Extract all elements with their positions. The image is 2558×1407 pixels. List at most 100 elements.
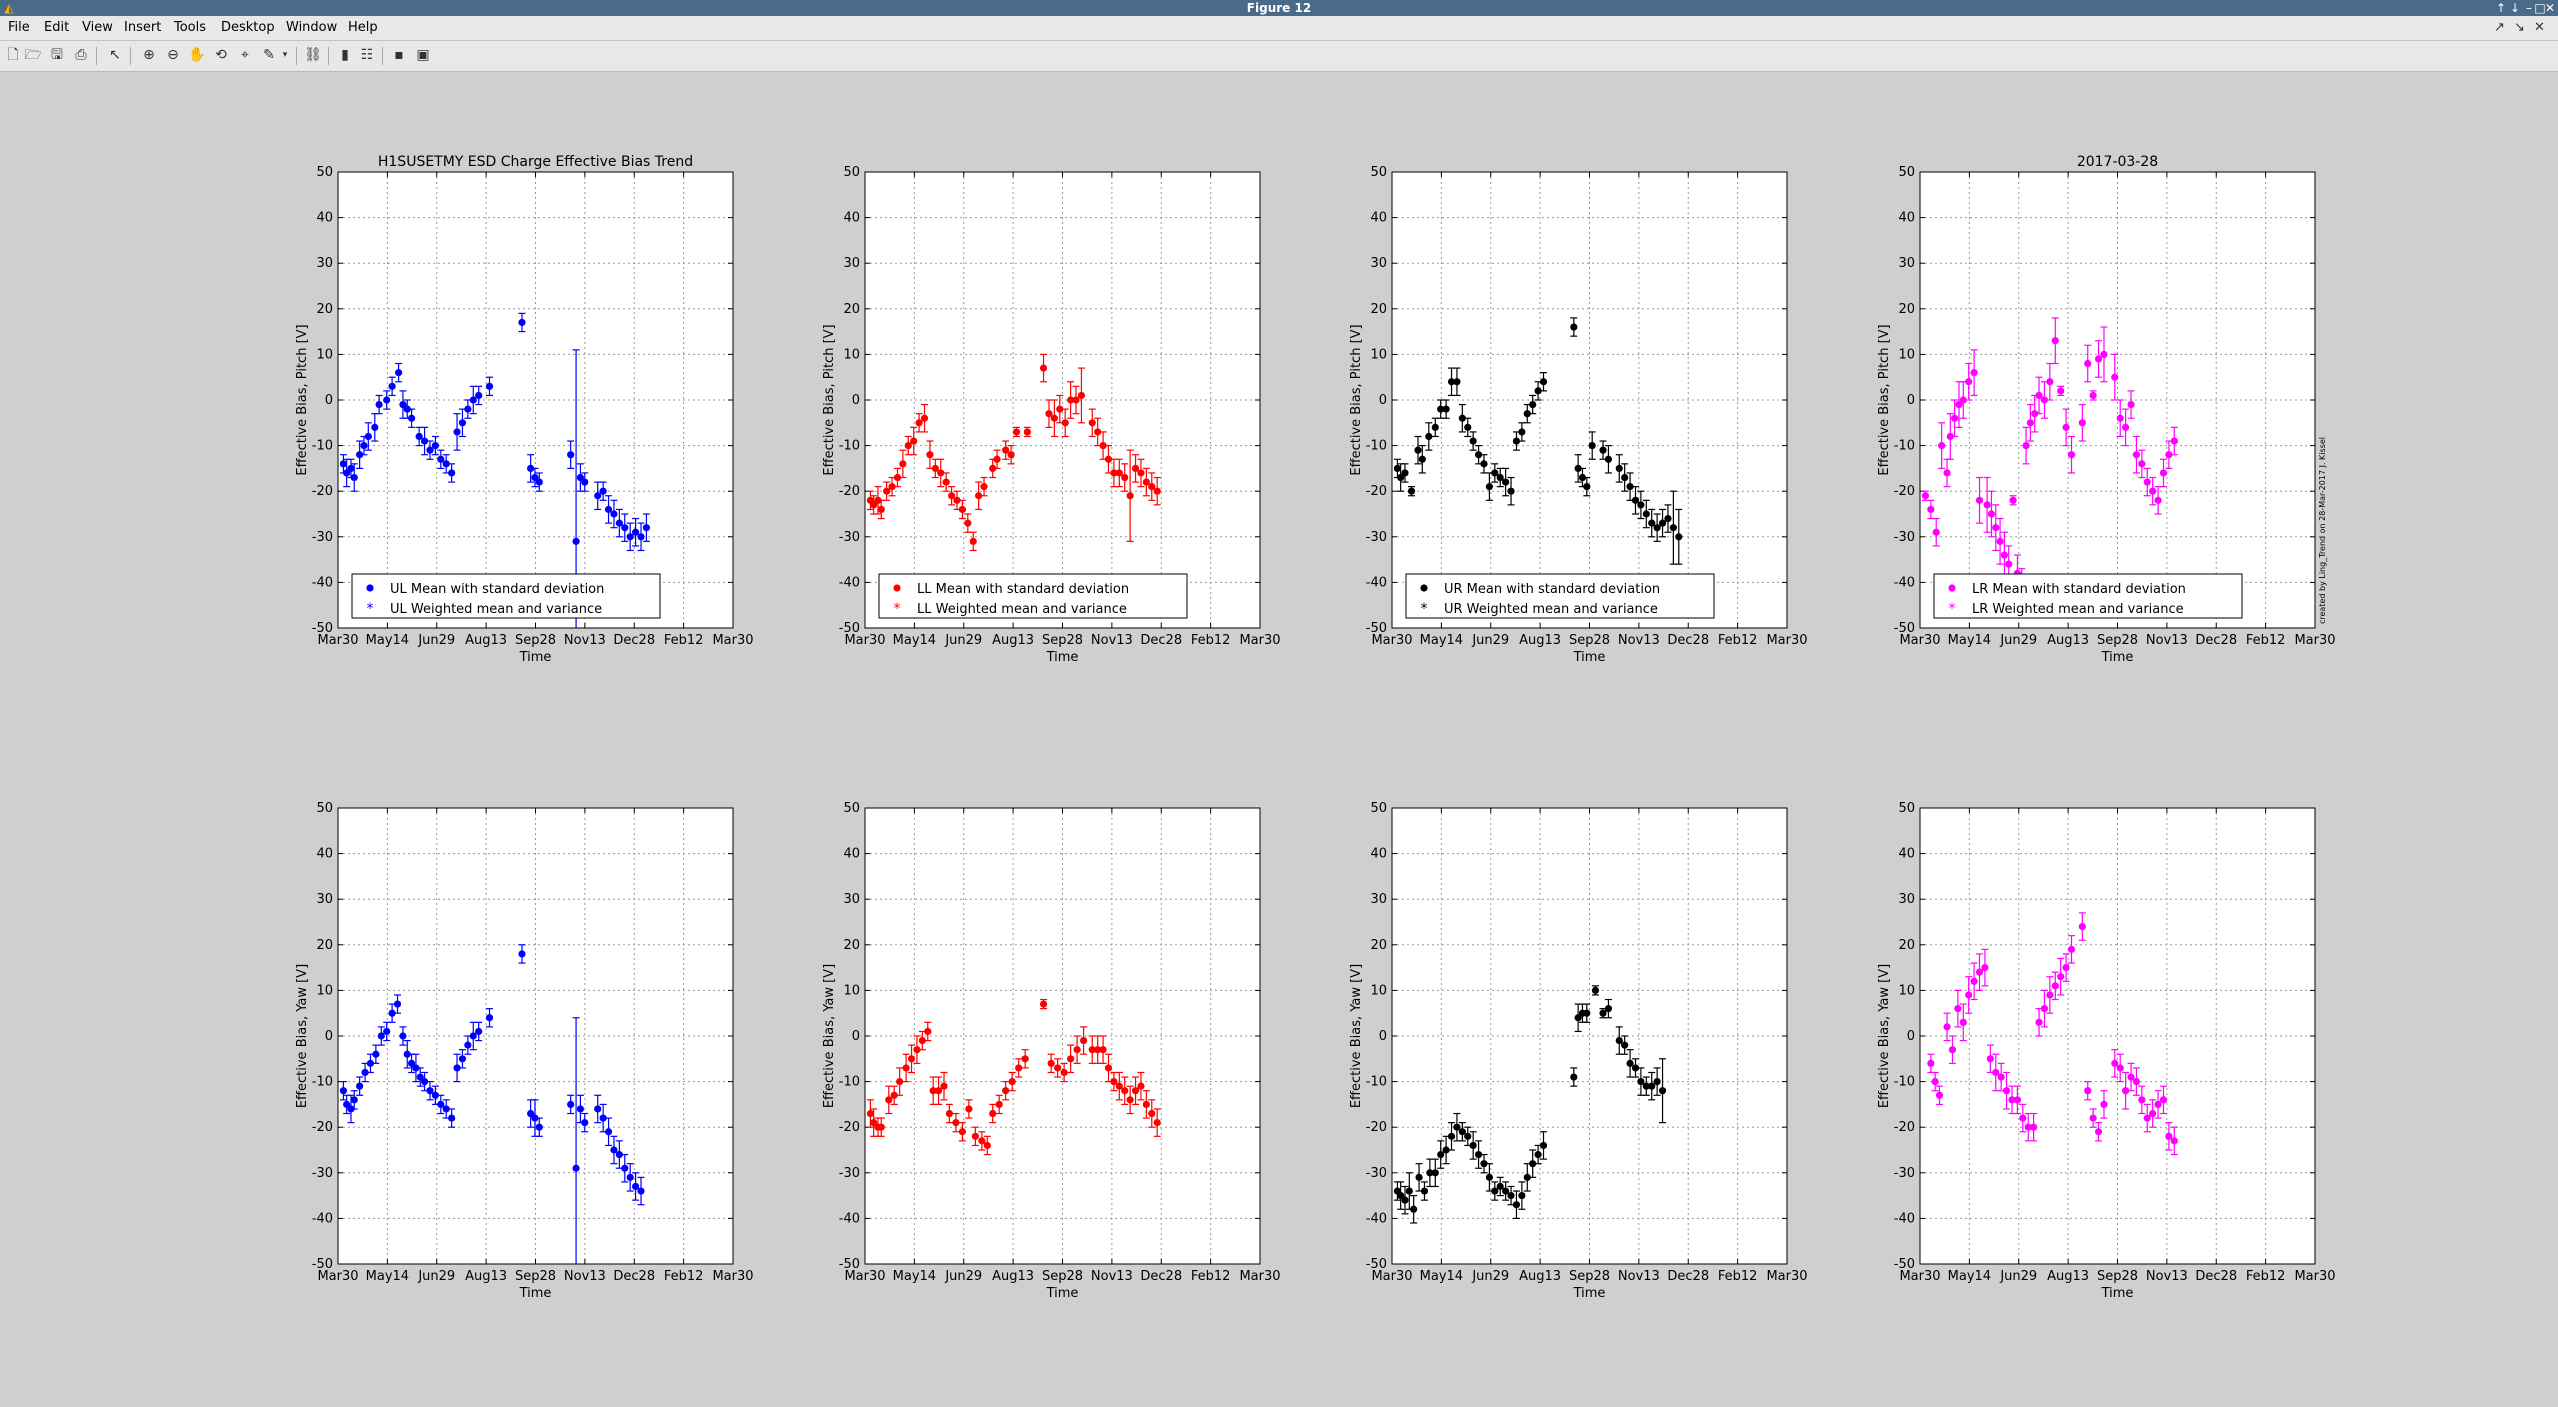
brush-icon[interactable]: ✎ <box>263 47 275 63</box>
weighted-mean-marker: * <box>633 1182 638 1193</box>
zoom-out-icon[interactable]: ⊖ <box>167 47 179 63</box>
weighted-mean-marker: * <box>1509 487 1514 498</box>
weighted-mean-marker: * <box>582 478 587 489</box>
edit-plot-arrow-icon[interactable]: ↖ <box>109 47 121 63</box>
weighted-mean-marker: * <box>892 1091 897 1102</box>
data-point <box>1401 469 1409 477</box>
maximize-icon[interactable]: □ <box>2534 1 2546 15</box>
zoom-in-icon[interactable]: ⊕ <box>143 47 155 63</box>
menu-desktop[interactable]: Desktop <box>221 20 275 35</box>
axes-frame <box>337 807 734 1265</box>
pan-hand-icon[interactable]: ✋ <box>188 47 206 63</box>
data-point <box>1992 1068 2000 1077</box>
weighted-mean-marker: * <box>617 519 622 530</box>
data-point <box>2067 945 2076 953</box>
weighted-mean-marker: * <box>1133 1086 1138 1097</box>
lower-icon[interactable]: ↓ <box>2509 1 2521 15</box>
menu-view[interactable]: View <box>82 20 113 35</box>
weighted-mean-marker: * <box>966 1104 971 1115</box>
data-point <box>1072 396 1080 404</box>
data-point <box>1959 396 1967 404</box>
toolbar-separator <box>296 47 297 65</box>
data-point <box>1485 483 1493 491</box>
menu-edit[interactable]: Edit <box>44 20 70 35</box>
data-series-LL-yaw: ** ** ******** * ****** * ********* * ***** * *** *… <box>866 998 1161 1156</box>
data-point <box>890 1091 898 1099</box>
x-tick-label: Feb12 <box>1718 633 1758 648</box>
weighted-mean-marker: * <box>1449 377 1454 388</box>
data-point <box>1469 437 1477 445</box>
weighted-mean-marker: * <box>1055 1063 1060 1074</box>
weighted-mean-marker: * <box>1638 500 1643 511</box>
menu-file[interactable]: File <box>8 20 30 35</box>
close-icon[interactable]: ✕ <box>2544 1 2556 15</box>
data-point <box>366 1059 375 1067</box>
data-point <box>1996 537 2004 545</box>
print-icon[interactable]: ⎙ <box>75 47 87 63</box>
data-point <box>1099 1046 1107 1054</box>
weighted-mean-marker: * <box>1014 427 1019 438</box>
weighted-mean-marker: * <box>1998 537 2003 548</box>
data-point <box>1948 1046 1957 1054</box>
data-point <box>1061 419 1069 427</box>
data-point <box>2138 1096 2146 1104</box>
weighted-mean-marker: * <box>954 496 959 507</box>
save-icon[interactable]: 🖫 <box>51 47 63 63</box>
data-point <box>1631 1064 1640 1072</box>
menu-tools[interactable]: Tools <box>174 20 207 35</box>
weighted-mean-marker: * <box>2032 409 2037 420</box>
minimize-icon[interactable]: – <box>2526 1 2532 15</box>
x-tick-label: Aug13 <box>465 1269 507 1284</box>
brush-dropdown-icon[interactable]: ▾ <box>282 50 288 60</box>
menu-insert[interactable]: Insert <box>124 20 162 35</box>
weighted-mean-marker: * <box>1063 418 1068 429</box>
weighted-mean-marker: * <box>1989 510 1994 521</box>
data-point <box>899 460 907 468</box>
x-tick-label: Dec28 <box>1667 1269 1709 1284</box>
data-point <box>350 1096 358 1104</box>
data-point <box>964 519 972 527</box>
menu-close-icon[interactable]: ✕ <box>2534 20 2545 35</box>
data-point <box>1115 1082 1123 1090</box>
weighted-mean-marker: * <box>2112 1059 2117 1070</box>
y-tick-label: -20 <box>839 1120 860 1135</box>
weighted-mean-marker: * <box>1438 405 1443 416</box>
dock-arrow-icon[interactable]: ↗ <box>2494 20 2505 35</box>
y-tick-label: 30 <box>843 892 860 907</box>
raise-icon[interactable]: ↑ <box>2495 1 2507 15</box>
hide-plot-tools-icon[interactable]: ▪ <box>394 47 404 63</box>
data-point <box>399 400 407 409</box>
link-plot-icon[interactable]: ⛓ <box>304 47 322 63</box>
data-point <box>2084 1087 2092 1095</box>
open-file-icon[interactable]: 🗁 <box>24 47 42 63</box>
x-tick-label: Mar30 <box>844 633 885 648</box>
weighted-mean-marker: * <box>953 1118 958 1129</box>
rotate-3d-icon[interactable]: ⟲ <box>215 47 227 63</box>
x-tick-label: Jun29 <box>417 633 455 648</box>
data-point <box>469 396 477 404</box>
menu-help[interactable]: Help <box>348 20 378 35</box>
y-tick-label: 40 <box>316 211 333 226</box>
data-point <box>527 464 535 472</box>
show-plot-tools-icon[interactable]: ▣ <box>416 47 430 63</box>
weighted-mean-marker: * <box>895 473 900 484</box>
weighted-mean-marker: * <box>352 1095 357 1106</box>
data-cursor-icon[interactable]: ⌖ <box>241 47 249 63</box>
data-point <box>1453 1123 1461 1131</box>
undock-icon[interactable]: ↘ <box>2514 20 2525 35</box>
data-point <box>1088 1046 1096 1054</box>
new-figure-icon[interactable]: 🗋 <box>7 47 19 63</box>
y-tick-label: 20 <box>316 938 333 953</box>
weighted-mean-marker: * <box>1950 1045 1955 1056</box>
y-tick-label: -40 <box>1894 1211 1915 1226</box>
data-point <box>2170 437 2178 445</box>
menu-window[interactable]: Window <box>286 20 338 35</box>
x-tick-label: Mar30 <box>317 1269 358 1284</box>
data-point <box>1405 1187 1413 1195</box>
data-point <box>485 382 494 390</box>
legend-icon[interactable]: ☷ <box>360 47 374 63</box>
weighted-mean-marker: * <box>942 1082 947 1093</box>
colorbar-icon[interactable]: ▮ <box>341 47 349 63</box>
weighted-mean-marker: * <box>1948 432 1953 443</box>
data-point <box>1431 1169 1439 1177</box>
